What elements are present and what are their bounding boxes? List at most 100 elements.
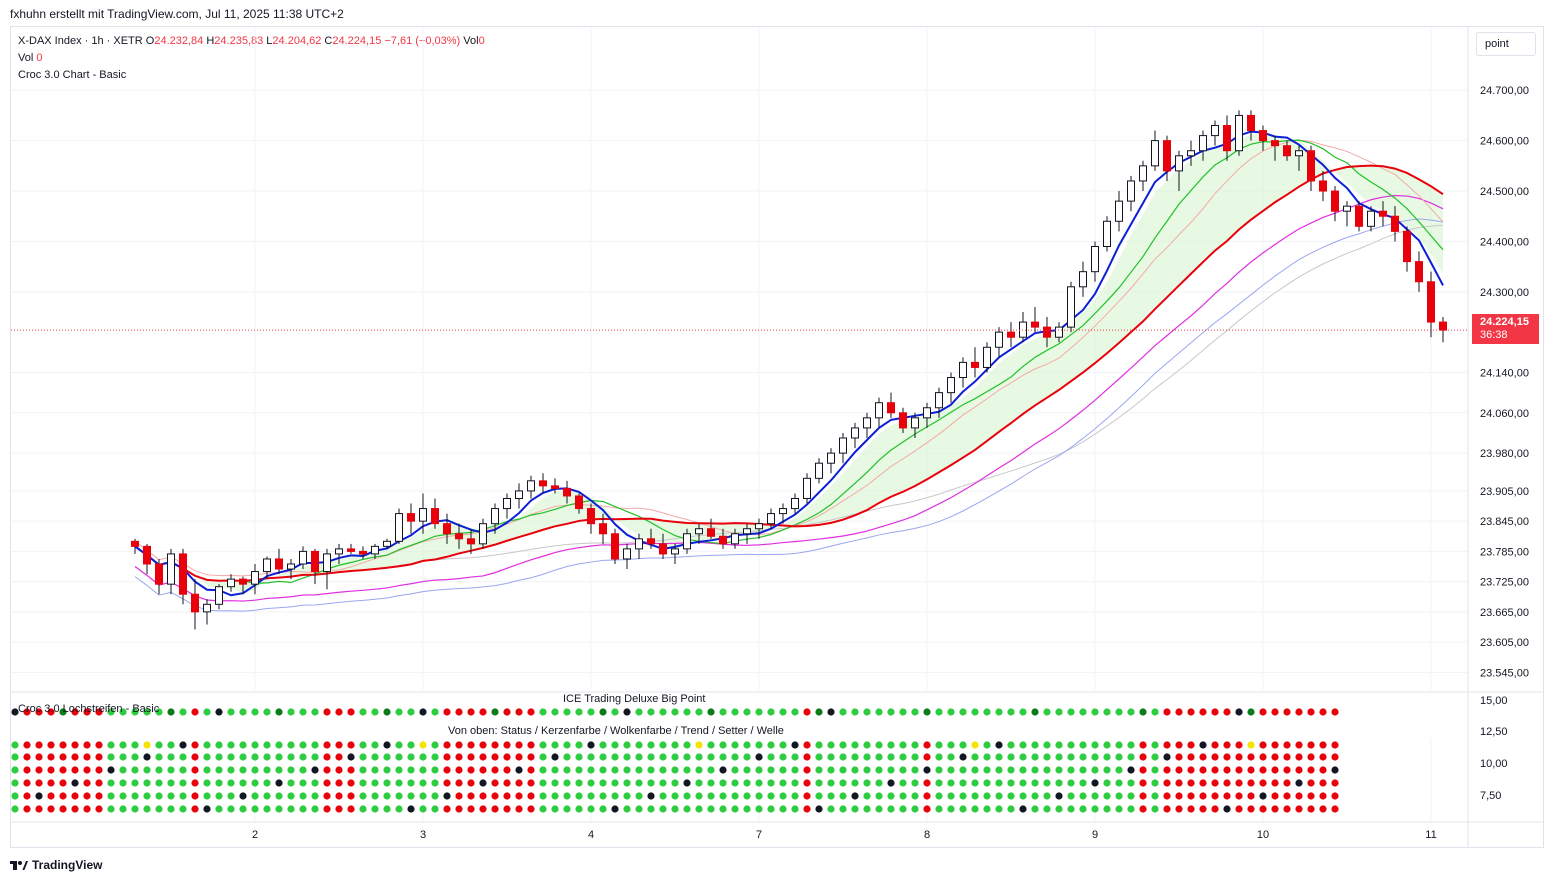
indicator-dot <box>671 779 679 787</box>
indicator-dot <box>647 753 655 761</box>
indicator-dot <box>107 741 115 749</box>
indicator-dot <box>683 792 691 800</box>
tradingview-brand: TradingView <box>32 858 103 872</box>
indicator-dot <box>923 708 931 716</box>
indicator-dot <box>695 741 703 749</box>
indicator-dot <box>263 741 271 749</box>
time-tick-label: 8 <box>924 829 930 841</box>
chart-frame <box>10 26 1544 848</box>
indicator-dot <box>1067 805 1075 813</box>
indicator-dot <box>983 779 991 787</box>
indicator-dot <box>611 805 619 813</box>
indicator-dot <box>179 779 187 787</box>
indicator-dot <box>359 779 367 787</box>
price-tick-label: 24.400,00 <box>1480 236 1529 248</box>
candle-body <box>503 497 511 510</box>
indicator-dot <box>539 753 547 761</box>
indicator-dot <box>1103 753 1111 761</box>
indicator-dot <box>131 708 139 716</box>
indicator-dot <box>11 779 19 787</box>
indicator-dot <box>539 805 547 813</box>
indicator-dot <box>851 779 859 787</box>
indicator-dot <box>911 779 919 787</box>
candle-body <box>623 548 631 560</box>
indicator-legend[interactable]: Croc 3.0 Chart - Basic <box>18 69 127 81</box>
symbol-name[interactable]: X-DAX Index · 1h · XETR <box>18 35 143 47</box>
indicator-dot <box>155 753 163 761</box>
indicator-dot <box>1139 753 1147 761</box>
indicator-dot <box>47 805 55 813</box>
indicator-dot <box>887 805 895 813</box>
indicator-dot <box>251 792 259 800</box>
indicator-dot <box>287 753 295 761</box>
indicator-dot <box>443 792 451 800</box>
candle-body <box>659 543 667 555</box>
candle-body <box>1127 180 1135 202</box>
indicator-dot <box>179 805 187 813</box>
indicator-dot <box>1247 708 1255 716</box>
indicator-dot <box>1163 766 1171 774</box>
indicator-dot <box>995 741 1003 749</box>
indicator-dot <box>1199 766 1207 774</box>
indicator-dot <box>383 792 391 800</box>
indicator-dot <box>1115 708 1123 716</box>
indicator-dot <box>1187 708 1195 716</box>
indicator-dot <box>659 741 667 749</box>
indicator-dot <box>1259 766 1267 774</box>
indicator-dot <box>827 741 835 749</box>
candle-body <box>707 528 715 537</box>
tradingview-logo[interactable]: TradingView <box>10 858 102 872</box>
indicator-dot <box>1271 779 1279 787</box>
indicator-dot <box>203 792 211 800</box>
indicator-dot <box>587 708 595 716</box>
candle-body <box>203 603 211 613</box>
indicator-dot <box>983 805 991 813</box>
candle-body <box>839 437 847 454</box>
indicator-dot <box>923 792 931 800</box>
indicator-dot <box>719 792 727 800</box>
indicator-dot <box>299 741 307 749</box>
indicator-dot <box>1175 792 1183 800</box>
indicator-dot <box>287 708 295 716</box>
indicator-dot <box>779 766 787 774</box>
indicator-dot <box>287 779 295 787</box>
indicator-dot <box>311 741 319 749</box>
indicator-dot <box>191 779 199 787</box>
indicator-dot <box>1199 753 1207 761</box>
indicator-dot <box>563 753 571 761</box>
indicator-dot <box>503 766 511 774</box>
indicator-dot <box>299 766 307 774</box>
indicator-dot <box>1031 805 1039 813</box>
candle-body <box>1367 210 1375 227</box>
indicator-dot <box>131 792 139 800</box>
indicator-dot <box>995 779 1003 787</box>
indicator-dot <box>503 792 511 800</box>
candle-body <box>431 508 439 525</box>
indicator-dot <box>983 741 991 749</box>
indicator-dot <box>131 766 139 774</box>
candle-body <box>335 548 343 555</box>
candle-body <box>1307 150 1315 182</box>
indicator-dot <box>203 741 211 749</box>
indicator-dot <box>263 805 271 813</box>
candle-body <box>455 533 463 540</box>
indicator-dot <box>1259 792 1267 800</box>
indicator-dot <box>23 766 31 774</box>
indicator-dot <box>419 766 427 774</box>
indicator-dot <box>1307 766 1315 774</box>
price-tick-label: 23.605,00 <box>1480 637 1529 649</box>
indicator-dot <box>239 708 247 716</box>
high-value: 24.235,83 <box>214 35 264 47</box>
indicator-dot <box>635 741 643 749</box>
indicator-dot <box>587 766 595 774</box>
scale-mode-button[interactable]: point <box>1476 32 1536 56</box>
indicator-dot <box>59 779 67 787</box>
indicator-dot <box>71 792 79 800</box>
indicator-dot <box>1331 708 1339 716</box>
indicator-dot <box>551 779 559 787</box>
indicator-dot <box>1031 792 1039 800</box>
candle-body <box>1103 220 1111 247</box>
indicator-dot <box>899 792 907 800</box>
indicator-dot <box>131 753 139 761</box>
